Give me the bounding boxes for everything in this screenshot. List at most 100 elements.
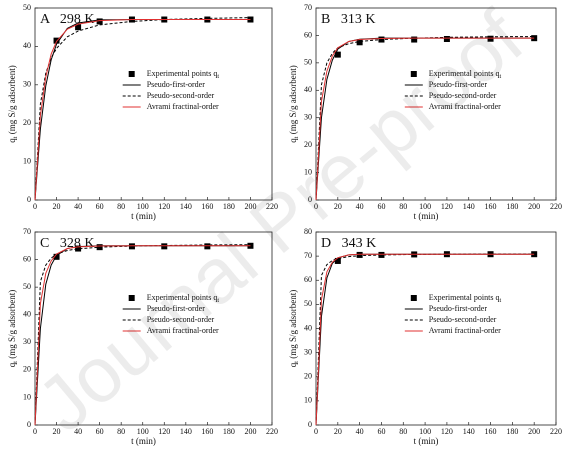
x-tick-label: 60 (377, 202, 385, 211)
plot-frame (34, 7, 273, 201)
x-tick-label: 0 (314, 427, 318, 436)
x-tick-label: 20 (334, 202, 342, 211)
y-tick-label: 70 (304, 3, 312, 12)
data-point (247, 16, 254, 23)
legend-label-part: Avrami fractinal-order (147, 326, 219, 335)
x-tick-label: 140 (180, 202, 192, 211)
legend-marker (410, 295, 417, 301)
y-tick-label: 30 (304, 347, 312, 356)
data-point (443, 35, 450, 42)
series-line (34, 19, 251, 201)
y-tick-label: 70 (23, 227, 31, 236)
plot-frame (34, 231, 273, 426)
legend-label: Pseudo-first-order (147, 80, 206, 89)
legend-label: Experimental points qt (429, 69, 502, 81)
legend-label-part: Experimental points q (429, 69, 500, 78)
x-tick-label: 220 (550, 427, 562, 436)
series-line (315, 253, 535, 426)
x-tick-label: 140 (463, 202, 475, 211)
x-tick-label: 160 (485, 427, 497, 436)
series-line (315, 37, 535, 201)
legend-label-part: Experimental points q (429, 293, 500, 302)
y-tick-label: 40 (23, 310, 31, 319)
x-tick-label: 200 (528, 202, 540, 211)
legend-label-part: Avrami fractinal-order (429, 102, 501, 111)
legend-label: Experimental points qt (147, 69, 220, 81)
x-tick-label: 20 (334, 427, 342, 436)
legend-label: Avrami fractinal-order (429, 102, 501, 111)
y-tick-label: 80 (304, 227, 312, 236)
data-point (75, 245, 82, 252)
x-tick-label: 120 (158, 427, 170, 436)
y-tick-label: 60 (304, 275, 312, 284)
legend-label: Avrami fractinal-order (429, 326, 501, 335)
legend-label-part: Pseudo-second-order (429, 91, 497, 100)
x-tick-label: 100 (419, 202, 431, 211)
legend-label: Pseudo-first-order (429, 80, 488, 89)
legend-label-part: Experimental points q (147, 293, 218, 302)
x-tick-label: 100 (419, 427, 431, 436)
legend-label-part: Pseudo-first-order (147, 80, 206, 89)
y-tick-label: 0 (27, 420, 31, 429)
x-tick-label: 120 (441, 202, 453, 211)
chart-title: A 298 K (40, 12, 94, 27)
x-tick-label: 220 (550, 202, 562, 211)
x-tick-label: 160 (201, 202, 213, 211)
legend-label-part: Pseudo-first-order (147, 304, 206, 313)
data-point (334, 51, 341, 58)
y-tick-label: 70 (304, 251, 312, 260)
x-tick-label: 0 (33, 202, 37, 211)
data-point (161, 243, 168, 250)
y-tick-label: 20 (304, 140, 312, 149)
x-tick-label: 200 (528, 427, 540, 436)
y-axis-label-part: (mg S/g adsorbent) (7, 290, 17, 361)
y-tick-label: 50 (23, 3, 31, 12)
x-axis-label: t (min) (131, 436, 156, 446)
data-point (378, 251, 385, 258)
x-axis-label: t (min) (131, 211, 156, 221)
legend-marker (410, 71, 417, 77)
legend-label: Pseudo-second-order (429, 315, 497, 324)
y-tick-label: 40 (23, 41, 31, 50)
x-tick-label: 80 (399, 202, 407, 211)
y-axis-label-part: t (294, 136, 300, 138)
plot-frame (315, 7, 557, 201)
x-tick-label: 40 (74, 427, 82, 436)
y-axis-label-part: t (294, 361, 300, 363)
y-tick-label: 30 (23, 80, 31, 89)
y-tick-label: 20 (304, 372, 312, 381)
x-axis-label: t (min) (414, 211, 439, 221)
y-tick-label: 30 (23, 337, 31, 346)
data-point (53, 37, 60, 44)
x-tick-label: 100 (137, 202, 149, 211)
legend-label-part: Avrami fractinal-order (147, 102, 219, 111)
y-tick-label: 20 (23, 118, 31, 127)
y-tick-label: 60 (23, 254, 31, 263)
x-axis-label: t (min) (414, 436, 439, 446)
x-tick-label: 120 (441, 427, 453, 436)
data-point (487, 35, 494, 42)
y-axis-label-part: q (7, 138, 17, 143)
data-point (247, 242, 254, 249)
x-tick-label: 80 (117, 202, 125, 211)
y-tick-label: 50 (304, 58, 312, 67)
y-axis-label-part: t (13, 361, 19, 363)
legend-label-part: Avrami fractinal-order (429, 326, 501, 335)
y-axis-label-part: q (7, 362, 17, 367)
y-tick-label: 10 (304, 167, 312, 176)
y-tick-label: 50 (304, 299, 312, 308)
x-tick-label: 40 (356, 427, 364, 436)
data-point (53, 253, 60, 260)
series-line (315, 253, 535, 426)
data-point (356, 251, 363, 258)
chart-title: D 343 K (321, 236, 376, 251)
x-tick-label: 20 (53, 202, 61, 211)
x-tick-label: 160 (485, 202, 497, 211)
x-tick-label: 80 (399, 427, 407, 436)
x-tick-label: 160 (201, 427, 213, 436)
legend-label: Pseudo-first-order (429, 304, 488, 313)
legend-label: Avrami fractinal-order (147, 102, 219, 111)
legend-label: Pseudo-second-order (147, 91, 215, 100)
y-axis-label-part: q (288, 138, 298, 143)
